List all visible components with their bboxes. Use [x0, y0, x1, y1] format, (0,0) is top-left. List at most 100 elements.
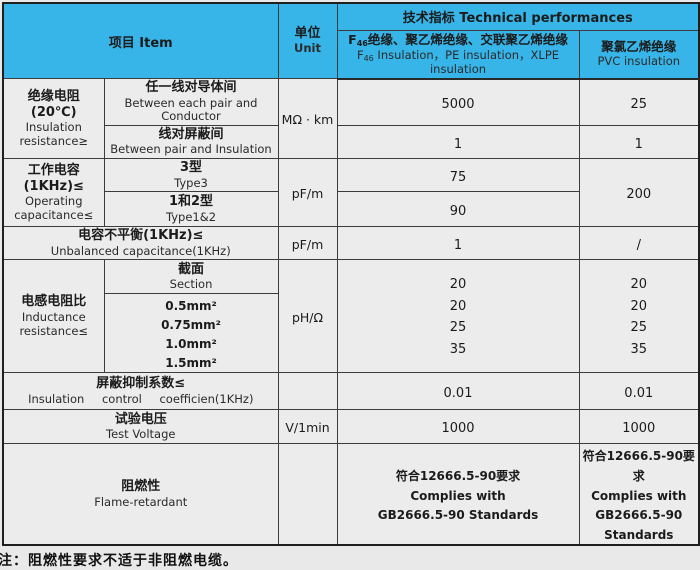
label-en: Inductance: [21, 309, 86, 324]
label-cn: 试验电压: [114, 411, 167, 427]
row-insulation-resistance-1: 绝缘电阻(20℃) Insulation resistance≥ 任一线对导体间…: [2, 78, 700, 160]
header-performance-cell: 技术指标 Technical performances: [336, 2, 700, 31]
value-cell: 符合12666.5-90要求 Complies with GB2666.5-90…: [578, 443, 700, 546]
label-en: Type3: [174, 175, 208, 190]
header-row-1: 项目 Item 单位 Unit 技术指标 Technical performan…: [2, 2, 700, 80]
type3-cell: 3型 Type3: [103, 158, 279, 193]
value-cell: 1000: [336, 409, 580, 445]
section-sizes-cell: 0.5mm² 0.75mm² 1.0mm² 1.5mm²: [103, 293, 279, 374]
label-cn: 电容不平衡(1KHz)≤: [78, 228, 204, 244]
label-en: Flame-retardant: [94, 494, 188, 509]
footnote: 注：阻燃性要求不适于非阻燃电缆。: [0, 553, 238, 570]
value-cell: 90: [336, 191, 580, 228]
unbalanced-capacitance-unit-cell: pF/m: [277, 226, 338, 261]
operating-capacitance-category-cell: 工作电容(1KHz)≤ Operating capacitance≤: [2, 158, 105, 228]
row-operating-capacitance-1: 工作电容(1KHz)≤ Operating capacitance≤ 3型 Ty…: [2, 158, 700, 228]
inductance-resistance-category-cell: 电感电阻比 Inductance resistance≤: [2, 259, 105, 374]
value: 1000: [622, 421, 656, 437]
row-unbalanced-capacitance: 电容不平衡(1KHz)≤ Unbalanced capacitance(1KHz…: [2, 226, 700, 261]
label-en: Section: [169, 277, 213, 292]
value: 1000: [441, 421, 475, 437]
value-cell: 1: [336, 226, 580, 261]
value-cell: 0.01: [578, 372, 700, 411]
insulation-resistance-category-cell: 绝缘电阻(20℃) Insulation resistance≥: [2, 78, 105, 160]
shield-coefficient-unit-cell: [277, 372, 338, 411]
label-en: Insulation: [25, 120, 82, 135]
label-cn: 阻燃性: [121, 479, 161, 495]
unit-label: pH/Ω: [291, 309, 324, 325]
label-en: Operating: [25, 194, 83, 209]
inductance-resistance-unit-cell: pH/Ω: [277, 259, 338, 374]
f46-column-label-en: F46 Insulation，PE insulation，XLPE insula…: [356, 47, 560, 77]
label-en: Between pair and Insulation: [110, 142, 272, 157]
unit-header-cn: 单位: [294, 26, 321, 42]
unit-label: pF/m: [291, 236, 324, 252]
label-cn: 1和2型: [168, 194, 214, 210]
between-pair-insulation-cell: 线对屏蔽间 Between pair and Insulation: [103, 125, 279, 160]
value-cell: 0.01: [336, 372, 580, 411]
value: /: [636, 237, 641, 253]
label-cn: 电感电阻比: [21, 294, 87, 310]
value-cell: 1: [578, 125, 700, 160]
value-cell: 1: [336, 125, 580, 160]
test-voltage-cell: 试验电压 Test Voltage: [2, 409, 279, 445]
row-inductance-resistance-2: 0.5mm² 0.75mm² 1.0mm² 1.5mm²: [3, 293, 699, 374]
between-pair-conductor-cell: 任一线对导体间 Between each pair and Conductor: [103, 78, 279, 127]
label-cn: 线对屏蔽间: [158, 127, 224, 143]
unit-label: V/1min: [285, 420, 330, 436]
label-en: Insulation control coefficien(1KHz): [28, 391, 254, 406]
section-header-cell: 截面 Section: [103, 259, 279, 295]
value-cell: 符合12666.5-90要求 Complies with GB2666.5-90…: [336, 443, 580, 546]
label-en: resistance≥: [19, 134, 89, 149]
label-cn: 任一线对导体间: [145, 80, 237, 96]
value: 5000: [441, 97, 475, 113]
label-cn: 3型: [179, 160, 203, 176]
insulation-resistance-unit-cell: MΩ · km: [277, 78, 338, 160]
pvc-column-label-cn: 聚氯乙烯绝缘: [601, 39, 677, 55]
value-cell-merged: 20 20 25 35: [336, 259, 580, 374]
label-en: capacitance≤: [14, 208, 94, 223]
label-cn: 截面: [178, 261, 205, 277]
header-unit-cell: 单位 Unit: [277, 2, 338, 80]
value-cell: 75: [336, 158, 580, 193]
value: 1: [634, 136, 643, 152]
label-cn: 屏蔽抑制系数≤: [96, 376, 186, 392]
compliance-text: 符合12666.5-90要求 Complies with GB2666.5-90…: [582, 449, 695, 542]
type1and2-cell: 1和2型 Type1&2: [103, 191, 279, 228]
label-en: Between each pair and Conductor: [124, 95, 258, 124]
unbalanced-capacitance-cell: 电容不平衡(1KHz)≤ Unbalanced capacitance(1KHz…: [2, 226, 279, 261]
value-cell-merged: 200: [578, 158, 700, 228]
size-list: 0.5mm² 0.75mm² 1.0mm² 1.5mm²: [161, 299, 221, 371]
value: 90: [449, 203, 467, 219]
operating-capacitance-unit-cell: pF/m: [277, 158, 338, 228]
flame-retardant-unit-cell: [277, 443, 338, 546]
value: 1: [453, 237, 463, 253]
header-f46-column-cell: F46绝缘、聚乙烯绝缘、交联聚乙烯绝缘 F46 Insulation，PE in…: [336, 29, 580, 80]
unit-label: pF/m: [291, 186, 324, 202]
label-en: Type1&2: [166, 209, 217, 224]
shield-coefficient-cell: 屏蔽抑制系数≤ Insulation control coefficien(1K…: [2, 372, 279, 411]
unit-header-en: Unit: [294, 41, 321, 56]
value-list: 20 20 25 35: [630, 277, 648, 357]
value: 0.01: [624, 385, 654, 401]
value-cell: /: [578, 226, 700, 261]
row-insulation-resistance-2: 线对屏蔽间 Between pair and Insulation 1 1: [3, 125, 700, 160]
label-cn: 绝缘电阻(20℃): [27, 88, 80, 121]
technical-performance-table: 项目 Item 单位 Unit 技术指标 Technical performan…: [2, 2, 700, 547]
row-inductance-resistance-1: 电感电阻比 Inductance resistance≤ 截面 Section …: [2, 259, 700, 374]
unit-label: MΩ · km: [281, 112, 334, 128]
header-row-2: F46绝缘、聚乙烯绝缘、交联聚乙烯绝缘 F46 Insulation，PE in…: [3, 29, 700, 80]
pvc-column-label-en: PVC insulation: [597, 54, 681, 69]
f46-column-label-cn: F46绝缘、聚乙烯绝缘、交联聚乙烯绝缘: [348, 31, 568, 48]
value: 75: [449, 169, 467, 185]
row-flame-retardant: 阻燃性 Flame-retardant 符合12666.5-90要求 Compl…: [2, 443, 700, 546]
label-en: Unbalanced capacitance(1KHz): [50, 243, 231, 258]
compliance-text: 符合12666.5-90要求 Complies with GB2666.5-90…: [377, 468, 539, 523]
label-en: Test Voltage: [106, 427, 176, 442]
value: 200: [626, 187, 652, 203]
item-header-label: 项目 Item: [108, 35, 173, 51]
value: 25: [630, 97, 648, 113]
value-cell: 1000: [578, 409, 700, 445]
header-pvc-column-cell: 聚氯乙烯绝缘 PVC insulation: [578, 29, 700, 80]
row-shield-coefficient: 屏蔽抑制系数≤ Insulation control coefficien(1K…: [2, 372, 700, 411]
